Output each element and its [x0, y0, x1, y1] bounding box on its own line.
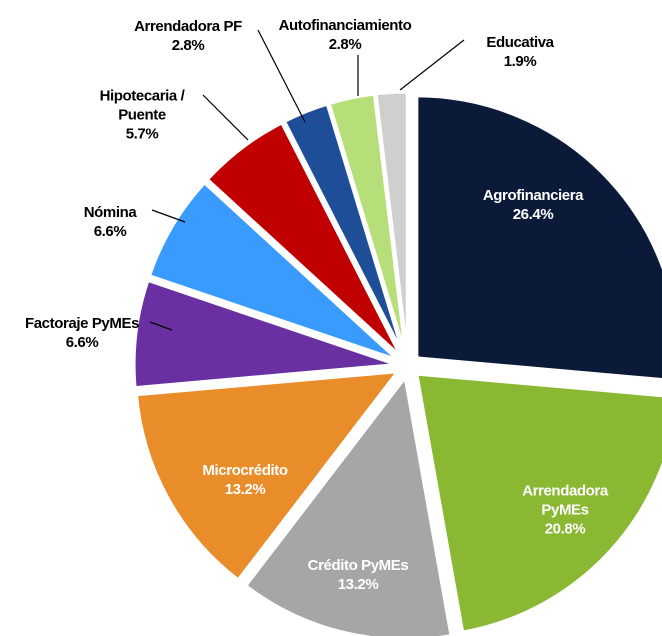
- leader-line: [151, 209, 186, 223]
- category-label: Hipotecaria / Puente: [99, 87, 185, 124]
- pie-slice: [415, 94, 662, 382]
- slice-label: Arrendadora PF 2.8%: [118, 17, 258, 55]
- value-label: 13.2%: [337, 576, 379, 593]
- category-label: Arrendadora PF: [134, 18, 242, 35]
- slice-label: Agrofinanciera 26.4%: [453, 186, 613, 224]
- slice-label: Hipotecaria / Puente 5.7%: [77, 87, 207, 144]
- value-label: 5.7%: [125, 125, 159, 143]
- value-label: 6.6%: [65, 334, 99, 351]
- value-label: 26.4%: [512, 206, 554, 223]
- slice-label: Educativa 1.9%: [470, 33, 570, 71]
- category-label: Agrofinanciera: [482, 187, 584, 204]
- slice-label: Crédito PyMEs 13.2%: [288, 556, 428, 594]
- pie-slice: [327, 92, 408, 355]
- leader-line: [202, 94, 249, 141]
- pie-slice: [415, 372, 662, 634]
- value-label: 2.8%: [171, 37, 205, 54]
- slice-label: Microcrédito 13.2%: [180, 461, 310, 499]
- leader-line: [149, 321, 173, 331]
- leader-line: [257, 29, 306, 123]
- pie-slice: [205, 120, 403, 358]
- category-label: Nómina: [83, 204, 137, 221]
- pie-slice: [132, 278, 397, 390]
- category-label: Autofinanciamiento: [278, 17, 412, 34]
- slice-label: Factoraje PyMEs 6.6%: [2, 314, 162, 352]
- category-label: Crédito PyMEs: [307, 557, 409, 574]
- slice-label: Nómina 6.6%: [70, 203, 150, 241]
- category-label: Factoraje PyMEs: [24, 315, 140, 332]
- value-label: 1.9%: [503, 53, 537, 70]
- pie-slice: [147, 180, 399, 362]
- category-label: Educativa: [486, 34, 554, 51]
- pie-slice: [374, 90, 409, 355]
- slice-label: Arrendadora PyMEs 20.8%: [500, 482, 630, 539]
- category-label: Microcrédito: [202, 462, 288, 479]
- pie-slice: [243, 374, 453, 636]
- pie-slice: [134, 369, 401, 582]
- category-label: Arrendadora PyMEs: [522, 482, 608, 519]
- value-label: 13.2%: [224, 481, 266, 498]
- slice-label: Autofinanciamiento 2.8%: [265, 16, 425, 54]
- value-label: 20.8%: [544, 520, 586, 538]
- value-label: 2.8%: [328, 36, 362, 53]
- pie-slice: [282, 102, 405, 356]
- leader-line: [399, 39, 465, 91]
- value-label: 6.6%: [93, 223, 127, 240]
